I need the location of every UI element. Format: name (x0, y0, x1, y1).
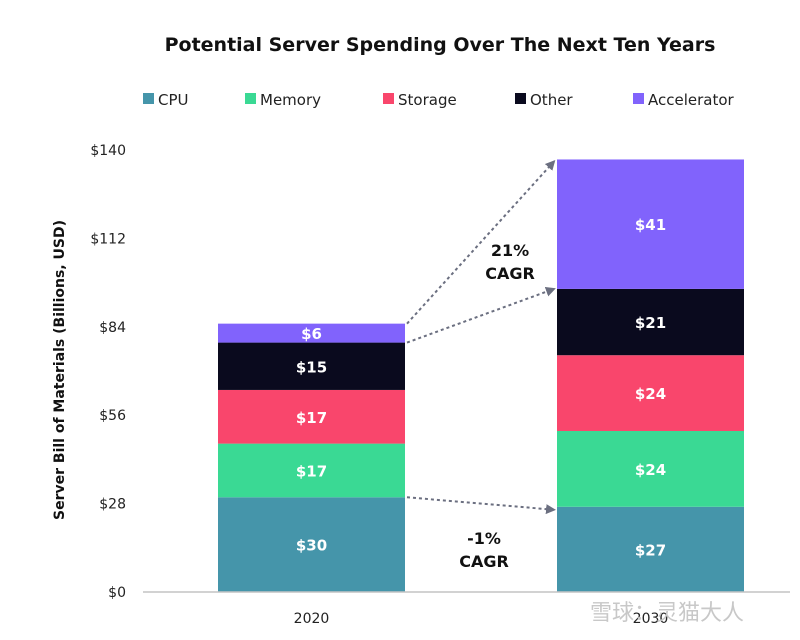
legend-item-storage: Storage (383, 91, 457, 109)
y-tick-label: $84 (99, 320, 126, 336)
x-axis-ticks: 2020 2030 (294, 611, 669, 627)
data-label: $41 (635, 216, 666, 234)
bar-stack-2020: $30 $17 $17 $15 $6 (218, 323, 405, 592)
arrow-total (406, 159, 556, 325)
data-label: $6 (301, 325, 322, 343)
data-label: $27 (635, 541, 666, 559)
cagr-label-growth: 21% CAGR (485, 241, 535, 283)
y-axis-label: Server Bill of Materials (Billions, USD) (52, 220, 68, 520)
legend: CPU Memory Storage Other Accelerator (143, 91, 735, 109)
legend-label: Memory (260, 91, 321, 109)
legend-swatch (143, 93, 154, 104)
data-label: $21 (635, 314, 666, 332)
legend-swatch (515, 93, 526, 104)
bar-segment-storage (218, 389, 405, 444)
legend-swatch (245, 93, 256, 104)
bar-segment-cpu (557, 506, 744, 592)
bar-stack-2030: $27 $24 $24 $21 $41 (557, 159, 744, 592)
data-label: $24 (635, 385, 666, 403)
data-label: $24 (635, 461, 666, 479)
arrow-other-accelerator (406, 286, 556, 344)
arrow-cpu (406, 496, 556, 515)
legend-item-memory: Memory (245, 91, 321, 109)
data-label: $17 (296, 409, 327, 427)
cagr-growth-value: 21% (491, 241, 529, 260)
bar-segment-memory (557, 430, 744, 507)
legend-swatch (383, 93, 394, 104)
cagr-decline-value: -1% (467, 529, 501, 548)
data-label: $30 (296, 537, 327, 555)
legend-swatch (633, 93, 644, 104)
bar-segment-accelerator (218, 323, 405, 343)
legend-label: Other (530, 91, 573, 109)
bar-segment-cpu (218, 497, 405, 592)
y-tick-label: $140 (90, 143, 126, 159)
legend-item-cpu: CPU (143, 91, 189, 109)
legend-label: Accelerator (648, 91, 735, 109)
legend-item-accelerator: Accelerator (633, 91, 735, 109)
watermark: 雪球：灵猫大人 (590, 601, 744, 626)
cagr-arrows (406, 159, 556, 515)
y-tick-label: $112 (90, 231, 126, 247)
bar-segment-other (218, 342, 405, 390)
bar-segment-memory (218, 443, 405, 498)
legend-label: CPU (158, 91, 189, 109)
x-tick-label: 2020 (294, 611, 330, 627)
legend-label: Storage (398, 91, 457, 109)
data-label: $17 (296, 462, 327, 480)
x-tick-label: 2030 (633, 611, 669, 627)
y-tick-label: $28 (99, 497, 126, 513)
y-axis-ticks: $0 $28 $56 $84 $112 $140 (90, 143, 126, 601)
cagr-label-decline: -1% CAGR (459, 529, 509, 571)
bars: $30 $17 $17 $15 $6 $27 $24 $24 $21 $41 (218, 159, 744, 592)
chart-title: Potential Server Spending Over The Next … (165, 34, 716, 56)
data-label: $15 (296, 358, 327, 376)
y-tick-label: $0 (108, 585, 126, 601)
y-tick-label: $56 (99, 408, 126, 424)
bar-segment-other (557, 288, 744, 356)
legend-item-other: Other (515, 91, 573, 109)
bar-segment-accelerator (557, 159, 744, 289)
cagr-decline-text: CAGR (459, 552, 509, 571)
cagr-growth-text: CAGR (485, 264, 535, 283)
bar-segment-storage (557, 355, 744, 431)
